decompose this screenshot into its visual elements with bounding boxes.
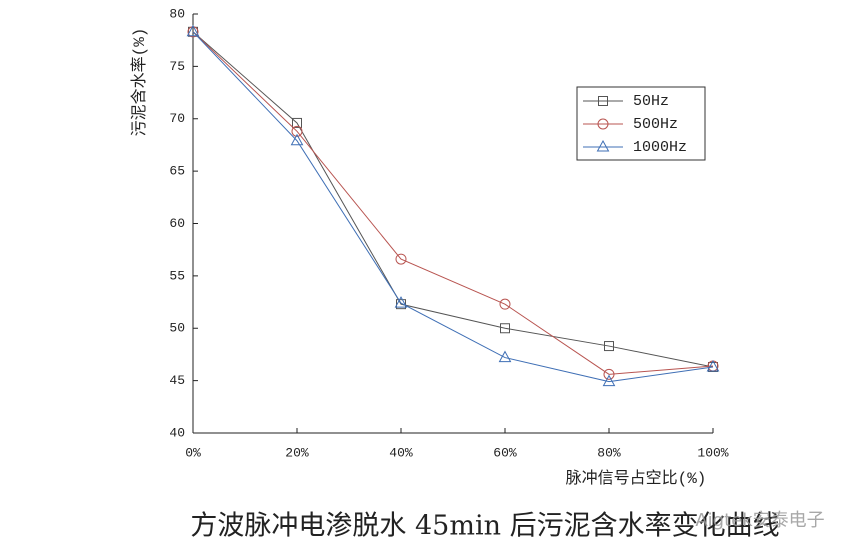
marker <box>292 117 302 128</box>
y-tick-label: 40 <box>169 425 185 440</box>
x-axis-label: 脉冲信号占空比(%) <box>566 469 707 488</box>
marker <box>602 374 616 387</box>
y-tick-label: 80 <box>169 6 185 21</box>
legend-label: 50Hz <box>633 93 669 110</box>
marker <box>596 139 610 152</box>
marker <box>394 296 408 308</box>
y-tick-label: 55 <box>169 268 185 283</box>
y-tick-label: 65 <box>169 164 185 179</box>
marker <box>499 298 511 310</box>
marker <box>395 253 407 265</box>
marker <box>498 350 512 363</box>
x-tick-label: 0% <box>185 445 201 460</box>
watermark: Aigtek安泰电子 <box>695 510 824 531</box>
marker <box>598 96 608 106</box>
y-tick-label: 45 <box>169 373 185 388</box>
marker <box>597 118 609 130</box>
y-tick-label: 70 <box>169 111 185 126</box>
marker <box>603 368 615 380</box>
series-line <box>192 31 714 375</box>
legend-label: 500Hz <box>633 116 678 133</box>
marker <box>706 359 720 372</box>
series-line <box>192 31 714 383</box>
series-line <box>192 31 714 368</box>
x-tick-label: 60% <box>493 445 517 460</box>
marker <box>396 299 406 310</box>
x-tick-label: 40% <box>389 445 413 460</box>
legend-label: 1000Hz <box>633 139 687 156</box>
marker <box>186 24 200 37</box>
marker <box>500 323 510 334</box>
marker <box>291 125 303 137</box>
caption: 方波脉冲电渗脱水 45min 后污泥含水率变化曲线 <box>190 511 779 542</box>
x-tick-label: 100% <box>697 445 728 460</box>
x-tick-label: 20% <box>285 445 309 460</box>
marker <box>604 341 614 352</box>
x-tick-label: 80% <box>597 445 621 460</box>
marker <box>290 133 304 146</box>
y-tick-label: 60 <box>169 216 185 231</box>
y-tick-label: 75 <box>169 59 185 74</box>
y-tick-label: 50 <box>169 321 185 336</box>
y-axis-label: 污泥含水率(%) <box>130 28 149 137</box>
